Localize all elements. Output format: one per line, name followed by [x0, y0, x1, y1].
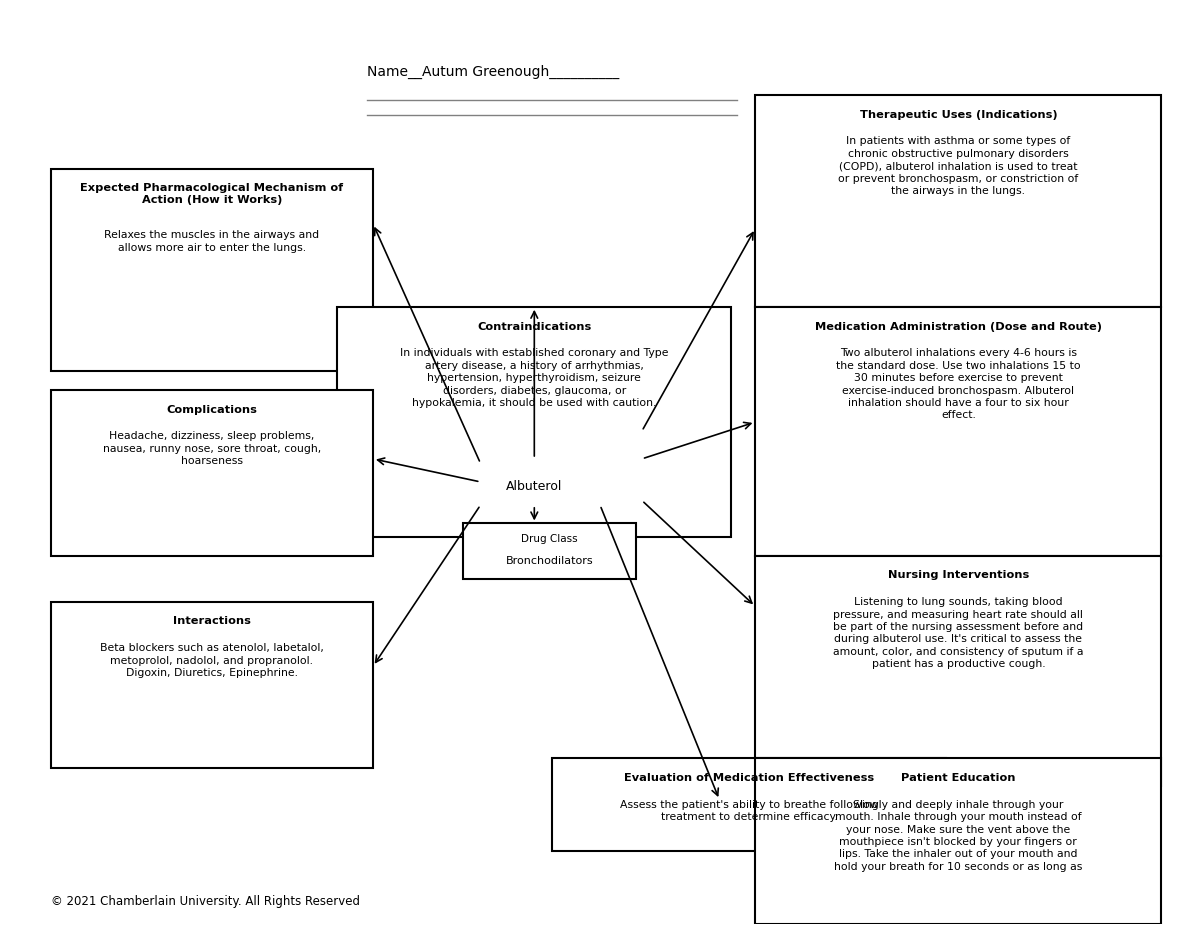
- Text: Drug Class: Drug Class: [521, 535, 577, 544]
- FancyBboxPatch shape: [755, 307, 1162, 555]
- FancyBboxPatch shape: [552, 758, 947, 850]
- Text: Therapeutic Uses (Indications): Therapeutic Uses (Indications): [859, 109, 1057, 120]
- FancyBboxPatch shape: [463, 524, 636, 578]
- Text: Evaluation of Medication Effectiveness: Evaluation of Medication Effectiveness: [624, 773, 875, 783]
- Text: © 2021 Chamberlain University. All Rights Reserved: © 2021 Chamberlain University. All Right…: [50, 895, 360, 908]
- FancyBboxPatch shape: [755, 95, 1162, 307]
- Text: Beta blockers such as atenolol, labetalol,
metoprolol, nadolol, and propranolol.: Beta blockers such as atenolol, labetalo…: [100, 643, 324, 678]
- Text: In patients with asthma or some types of
chronic obstructive pulmonary disorders: In patients with asthma or some types of…: [839, 136, 1079, 196]
- Text: In individuals with established coronary and Type
artery disease, a history of a: In individuals with established coronary…: [400, 349, 668, 408]
- Text: Medication Administration (Dose and Route): Medication Administration (Dose and Rout…: [815, 322, 1102, 332]
- Text: Expected Pharmacological Mechanism of
Action (How it Works): Expected Pharmacological Mechanism of Ac…: [80, 184, 343, 205]
- Text: Nursing Interventions: Nursing Interventions: [888, 570, 1028, 580]
- FancyBboxPatch shape: [755, 555, 1162, 786]
- Text: Albuterol: Albuterol: [506, 480, 563, 493]
- FancyBboxPatch shape: [755, 758, 1162, 924]
- Text: Interactions: Interactions: [173, 616, 251, 627]
- Text: Contraindications: Contraindications: [478, 322, 592, 332]
- Text: Assess the patient's ability to breathe following
treatment to determine efficac: Assess the patient's ability to breathe …: [620, 800, 878, 822]
- Text: Slowly and deeply inhale through your
mouth. Inhale through your mouth instead o: Slowly and deeply inhale through your mo…: [834, 800, 1082, 871]
- Text: Listening to lung sounds, taking blood
pressure, and measuring heart rate should: Listening to lung sounds, taking blood p…: [833, 597, 1084, 669]
- Text: Relaxes the muscles in the airways and
allows more air to enter the lungs.: Relaxes the muscles in the airways and a…: [104, 231, 319, 253]
- FancyBboxPatch shape: [50, 169, 373, 372]
- FancyBboxPatch shape: [337, 307, 731, 538]
- FancyBboxPatch shape: [50, 389, 373, 555]
- Text: Patient Education: Patient Education: [901, 773, 1015, 783]
- Text: Name__Autum Greenough__________: Name__Autum Greenough__________: [367, 65, 619, 79]
- Text: Two albuterol inhalations every 4-6 hours is
the standard dose. Use two inhalati: Two albuterol inhalations every 4-6 hour…: [836, 349, 1081, 420]
- Text: Complications: Complications: [167, 404, 257, 414]
- Text: Headache, dizziness, sleep problems,
nausea, runny nose, sore throat, cough,
hoa: Headache, dizziness, sleep problems, nau…: [103, 431, 320, 466]
- Text: Bronchodilators: Bronchodilators: [505, 555, 593, 565]
- FancyBboxPatch shape: [50, 602, 373, 768]
